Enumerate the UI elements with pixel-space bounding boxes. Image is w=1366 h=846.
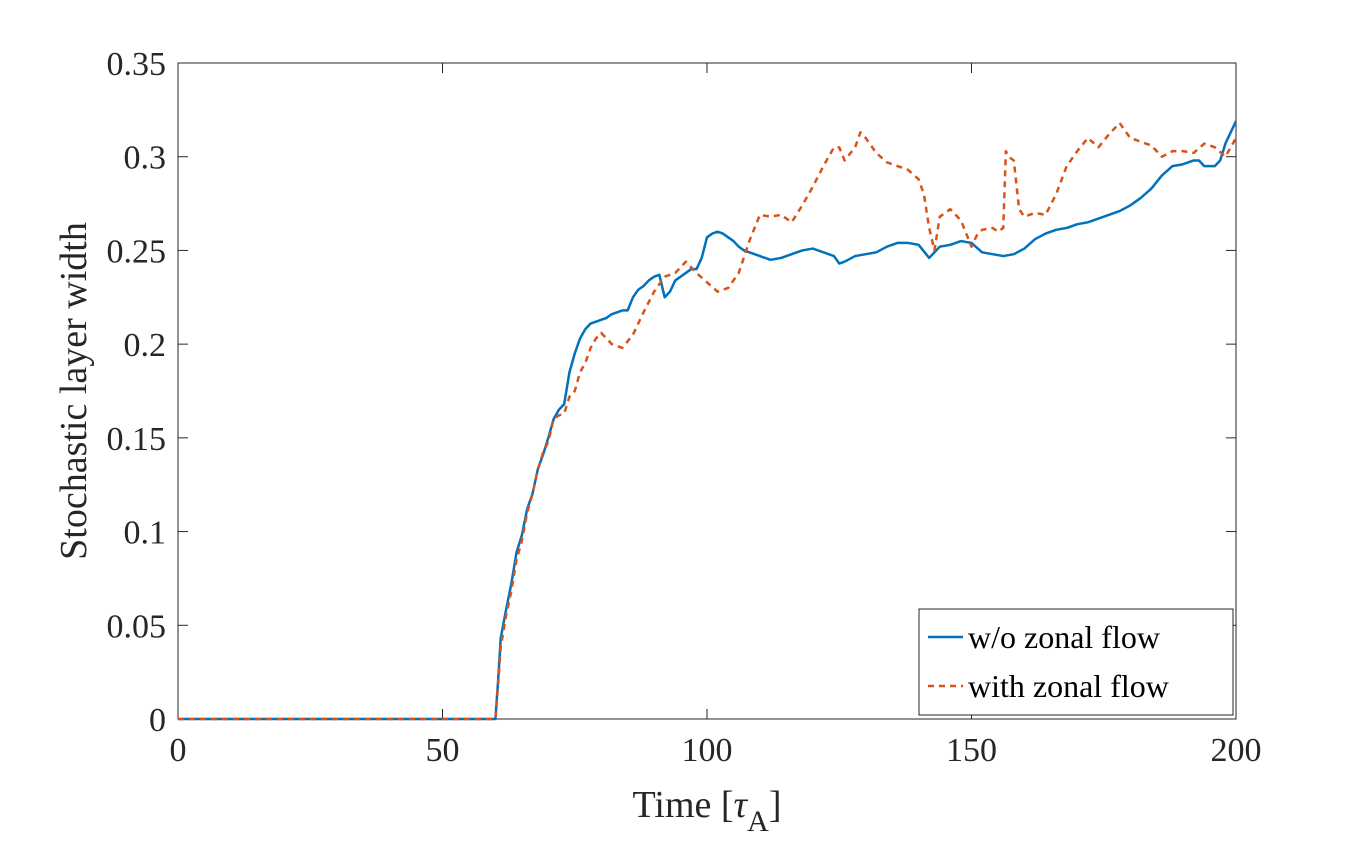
y-tick-label: 0.15 xyxy=(107,421,167,458)
x-tick-label: 0 xyxy=(170,732,187,769)
series-line-with-zonal-flow xyxy=(178,121,1238,721)
tick-labels: 0 50 100 150 200 0 0.05 0.1 0.15 0.2 0.25 0.3 0.35 xyxy=(107,46,1262,769)
x-axis-label-close: ] xyxy=(769,784,782,826)
x-axis-label: Time [τA] xyxy=(633,784,782,838)
y-tick-label: 0.1 xyxy=(124,515,167,552)
y-axis-label: Stochastic layer width xyxy=(53,222,95,560)
x-axis-label-symbol: τ xyxy=(734,784,749,826)
x-tick-label: 150 xyxy=(946,732,997,769)
legend-label-w-o-zonal-flow: w/o zonal flow xyxy=(968,619,1160,655)
x-tick-label: 50 xyxy=(426,732,460,769)
x-axis-label-subscript: A xyxy=(747,805,769,838)
legend-label-with-zonal-flow: with zonal flow xyxy=(968,668,1169,704)
y-tick-label: 0.25 xyxy=(107,233,167,270)
y-tick-label: 0.2 xyxy=(124,327,167,364)
y-tick-label: 0.05 xyxy=(107,608,167,645)
x-tick-label: 200 xyxy=(1211,732,1262,769)
legend: w/o zonal flow with zonal flow xyxy=(918,608,1234,716)
x-axis-label-text: Time [ xyxy=(633,784,734,826)
y-tick-label: 0 xyxy=(149,702,166,739)
legend-box xyxy=(918,608,1234,716)
y-tick-label: 0.3 xyxy=(124,140,167,177)
series-layer xyxy=(178,120,1238,721)
y-tick-label: 0.35 xyxy=(107,46,167,83)
x-tick-label: 100 xyxy=(682,732,733,769)
